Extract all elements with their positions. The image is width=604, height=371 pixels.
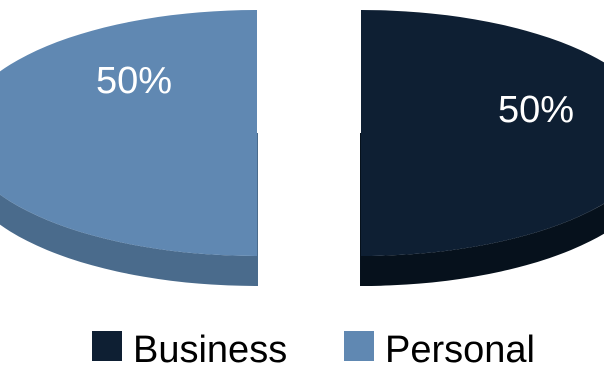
pie-side-business bbox=[361, 203, 604, 286]
legend-label-personal: Personal bbox=[385, 329, 535, 371]
data-label-business: 50% bbox=[498, 89, 574, 131]
data-label-personal: 50% bbox=[96, 60, 172, 102]
pie-slice-business bbox=[360, 10, 604, 286]
pie-slice-personal bbox=[0, 10, 258, 286]
pie-side-personal bbox=[0, 194, 257, 286]
data-labels: 50% 50% bbox=[96, 60, 574, 131]
legend: Business Personal bbox=[92, 329, 535, 371]
legend-swatch-business bbox=[92, 331, 122, 361]
pie-top-personal bbox=[0, 10, 257, 256]
pie-slices bbox=[0, 10, 604, 286]
legend-swatch-personal bbox=[344, 331, 374, 361]
pie-top-business bbox=[361, 10, 604, 256]
legend-label-business: Business bbox=[133, 329, 287, 371]
